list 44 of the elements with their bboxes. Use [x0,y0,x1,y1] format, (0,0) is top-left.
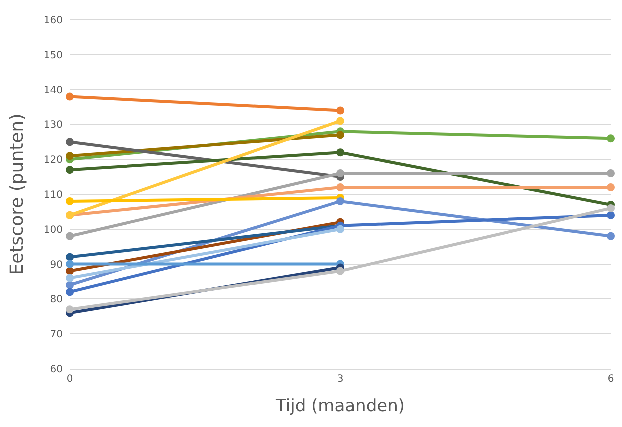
y-tick-label: 130 [44,120,63,132]
point [66,232,74,240]
y-tick-label: 90 [50,260,63,271]
point [336,148,344,157]
point [66,288,74,296]
point [66,267,74,276]
x-tick-label: 3 [337,374,344,385]
point [66,92,74,101]
point [607,170,615,178]
point [336,225,344,234]
point [336,184,344,192]
point [66,260,74,268]
point [66,281,74,290]
y-tick-label: 80 [50,294,63,306]
y-tick-label: 100 [44,224,63,236]
y-tick-label: 160 [44,16,63,26]
x-tick-label: 6 [608,374,614,385]
y-tick-label: 140 [44,85,63,96]
point [66,197,74,206]
point [607,232,615,240]
point [66,166,74,174]
point [336,117,344,126]
y-tick-label: 120 [44,155,63,166]
y-tick-label: 110 [44,190,63,201]
point [607,134,615,143]
x-tick-label: 0 [66,374,74,385]
point [336,197,344,206]
point [66,274,74,282]
point [66,253,74,262]
y-axis-title: Eetscore (punten) [7,114,28,276]
point [336,267,344,276]
point [66,152,74,160]
y-tick-label: 60 [50,364,63,376]
point [66,138,74,146]
point [607,184,615,192]
y-tick-label: 70 [50,330,63,341]
y-tick-label: 150 [44,50,63,62]
point [336,131,344,140]
point [336,106,344,115]
point [66,306,74,314]
point [607,204,615,212]
x-axis-title: Tijd (maanden) [275,396,405,416]
point [607,211,615,220]
point [336,170,344,178]
